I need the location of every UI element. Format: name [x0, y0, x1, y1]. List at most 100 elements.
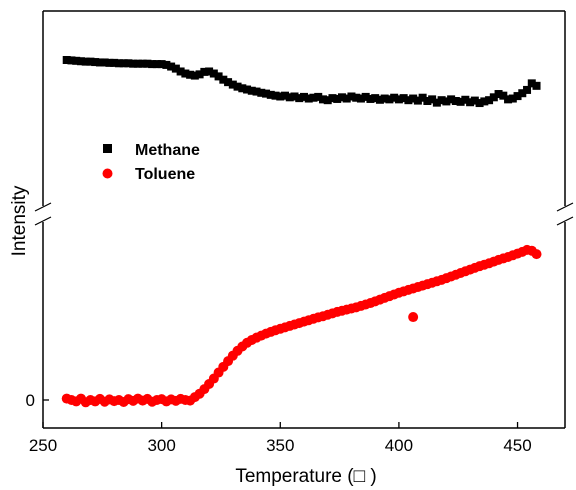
x-tick-label-300: 300	[147, 436, 175, 455]
methane-point	[124, 59, 133, 68]
methane-point	[527, 79, 536, 88]
methane-point	[266, 90, 275, 99]
methane-point	[243, 85, 252, 94]
methane-point	[228, 80, 237, 89]
methane-point	[138, 59, 147, 68]
methane-point	[148, 60, 157, 69]
methane-point	[133, 59, 142, 68]
methane-point	[129, 59, 138, 68]
methane-point	[110, 58, 119, 67]
methane-point	[513, 92, 522, 101]
methane-point	[475, 99, 484, 108]
methane-point	[489, 93, 498, 102]
y-axis-label: Intensity	[9, 185, 30, 256]
methane-point	[508, 94, 517, 103]
methane-point	[504, 95, 513, 104]
x-tick-label-450: 450	[503, 436, 531, 455]
methane-point	[375, 95, 384, 104]
methane-point	[143, 59, 152, 68]
x-axis-label: Temperature (□ )	[235, 466, 376, 487]
toluene-point	[408, 312, 419, 323]
methane-point	[162, 60, 171, 69]
legend-label-methane: Methane	[135, 142, 200, 159]
methane-point	[390, 93, 399, 102]
methane-point	[81, 57, 90, 66]
methane-point	[219, 75, 228, 84]
methane-point	[295, 94, 304, 103]
axis-break-right	[556, 202, 574, 226]
methane-point	[76, 57, 85, 66]
methane-point	[186, 70, 195, 79]
methane-point	[380, 94, 389, 103]
methane-point	[394, 95, 403, 104]
methane-point	[238, 84, 247, 93]
methane-point	[485, 96, 494, 105]
methane-point	[62, 56, 71, 64]
legend-marker-methane	[103, 144, 112, 153]
methane-point	[371, 94, 380, 103]
methane-point	[333, 94, 342, 103]
methane-point	[432, 98, 441, 107]
methane-point	[428, 95, 437, 104]
methane-point	[423, 97, 432, 105]
methane-point	[205, 67, 214, 76]
methane-point	[328, 94, 337, 103]
methane-point	[157, 60, 166, 69]
methane-point	[413, 96, 422, 105]
methane-point	[418, 93, 427, 102]
methane-point	[224, 78, 233, 87]
methane-point	[72, 56, 81, 65]
methane-point	[181, 69, 190, 78]
series-layer	[61, 56, 542, 408]
methane-point	[361, 92, 370, 101]
methane-point	[451, 97, 460, 105]
methane-point	[304, 94, 313, 103]
methane-point	[494, 90, 503, 99]
methane-point	[100, 58, 109, 67]
methane-point	[470, 96, 479, 105]
methane-point	[262, 89, 271, 98]
methane-point	[447, 95, 456, 104]
methane-point	[399, 94, 408, 103]
toluene-point	[531, 249, 542, 260]
methane-point	[300, 92, 308, 101]
methane-point	[337, 93, 346, 102]
legend-marker-toluene	[102, 168, 113, 179]
methane-point	[499, 91, 508, 100]
y-axis-zero: 0	[26, 391, 49, 410]
methane-point	[171, 64, 180, 73]
methane-point	[195, 70, 204, 79]
methane-point	[318, 95, 327, 104]
methane-point	[385, 95, 394, 104]
methane-point	[252, 87, 261, 96]
methane-point	[309, 93, 318, 102]
methane-point	[466, 98, 475, 107]
methane-point	[523, 85, 532, 94]
x-tick-label-400: 400	[385, 436, 413, 455]
methane-point	[114, 59, 123, 68]
methane-point	[91, 58, 100, 67]
methane-point	[323, 96, 332, 105]
methane-point	[366, 94, 375, 103]
methane-point	[347, 92, 356, 101]
y-tick-label-0: 0	[26, 391, 35, 410]
methane-point	[247, 86, 256, 95]
methane-point	[67, 56, 76, 65]
methane-point	[480, 97, 489, 106]
methane-point	[86, 57, 95, 66]
x-tick-label-250: 250	[29, 436, 57, 455]
methane-point	[119, 59, 128, 68]
x-tick-label-350: 350	[266, 436, 294, 455]
methane-point	[404, 96, 413, 105]
methane-point	[257, 88, 266, 97]
methane-point	[167, 62, 176, 71]
methane-point	[276, 92, 285, 101]
methane-point	[233, 82, 242, 91]
methane-point	[200, 67, 209, 76]
methane-point	[532, 81, 541, 90]
methane-point	[352, 93, 361, 102]
methane-point	[409, 94, 418, 103]
methane-point	[456, 97, 465, 106]
methane-point	[176, 67, 185, 76]
